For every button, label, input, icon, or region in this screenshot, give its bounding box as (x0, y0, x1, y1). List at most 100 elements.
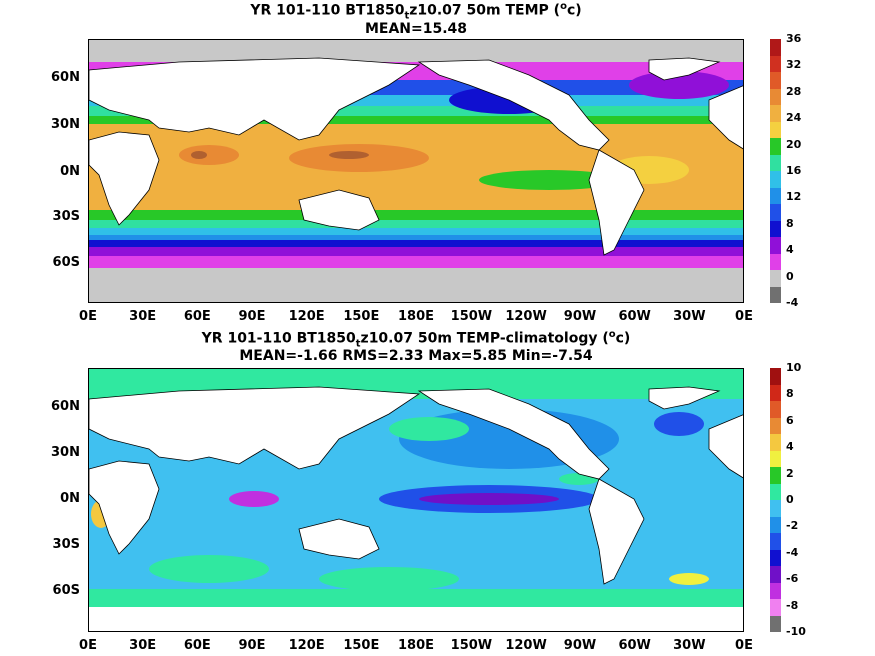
colorbar-label: 8 (786, 387, 794, 401)
bottom-map-subtitle: MEAN=-1.66 RMS=2.33 Max=5.85 Min=-7.54 (239, 348, 593, 364)
colorbar-label: 10 (786, 361, 802, 374)
colorbar-segment (770, 615, 781, 632)
colorbar-segment (770, 401, 781, 418)
colorbar-label: -2 (786, 519, 799, 533)
lat-label: 60S (52, 583, 80, 598)
lon-label: 30E (129, 309, 157, 324)
colorbar-label: 12 (786, 190, 802, 204)
colorbar-segment (770, 450, 781, 467)
lat-label: 60S (52, 255, 80, 270)
lon-label: 0E (735, 309, 753, 324)
colorbar-label: 6 (786, 413, 794, 427)
colorbar-segment (770, 187, 781, 204)
lon-label: 180E (397, 638, 435, 653)
colorbar-label: 24 (786, 111, 802, 125)
colorbar-segment (770, 220, 781, 237)
colorbar-label: 28 (786, 84, 802, 98)
colorbar-segment (770, 105, 781, 122)
colorbar-label: 36 (786, 32, 802, 45)
lon-label: 120W (505, 638, 547, 653)
lat-label: 30S (52, 209, 80, 224)
lon-label: 150W (450, 309, 493, 324)
colorbar-segment (770, 237, 781, 254)
colorbar-segment (770, 516, 781, 533)
lon-label: 90E (238, 638, 266, 653)
colorbar-segment (770, 171, 781, 188)
colorbar-label: -10 (786, 625, 806, 638)
lon-label: 60E (183, 638, 211, 653)
lon-label: 150E (343, 638, 380, 653)
colorbar-segment (770, 88, 781, 105)
lon-label: 90E (238, 309, 266, 324)
lon-label: 30E (129, 638, 157, 653)
colorbar-segment (770, 121, 781, 138)
colorbar-label: -4 (786, 545, 799, 559)
colorbar-segment (770, 566, 781, 583)
lon-label: 150W (450, 638, 493, 653)
top-map-title: YR 101-110 BT1850tz10.07 50m TEMP (oc) (250, 1, 582, 22)
top-temperature-map (89, 40, 743, 302)
colorbar-label: 0 (786, 493, 794, 506)
colorbar-segment (770, 467, 781, 484)
colorbar-segment (770, 138, 781, 155)
colorbar-label: -8 (786, 598, 799, 612)
lon-label: 120E (288, 309, 325, 324)
colorbar-segment (770, 549, 781, 566)
colorbar-segment (770, 55, 781, 72)
colorbar-label: 8 (786, 216, 794, 230)
lat-label: 0N (60, 164, 80, 179)
top-map-panel (88, 39, 744, 303)
colorbar-label: 32 (786, 58, 802, 72)
colorbar-segment (770, 533, 781, 550)
colorbar-label: 16 (786, 164, 802, 177)
colorbar-segment (770, 204, 781, 221)
lon-label: 30W (673, 309, 706, 324)
lon-label: 120W (505, 309, 547, 324)
colorbar-label: -6 (786, 572, 799, 586)
lon-label: 60W (618, 638, 651, 653)
colorbar-label: 2 (786, 466, 794, 480)
top-colorbar (770, 39, 781, 303)
colorbar-segment (770, 384, 781, 401)
colorbar-segment (770, 417, 781, 434)
colorbar-segment (770, 483, 781, 500)
lon-label: 180E (397, 309, 435, 324)
colorbar-label: -4 (786, 296, 799, 309)
lon-label: 90W (563, 309, 597, 324)
continent-outlines (89, 57, 743, 256)
lat-label: 30N (51, 445, 80, 460)
colorbar-segment (770, 582, 781, 599)
colorbar-label: 4 (786, 243, 794, 257)
colorbar-segment (770, 286, 781, 303)
lon-label: 0E (79, 638, 97, 653)
lon-label: 30W (673, 638, 706, 653)
lon-label: 60W (618, 309, 651, 324)
bottom-anomaly-map (89, 369, 743, 631)
colorbar-segment (770, 253, 781, 270)
colorbar-label: 4 (786, 440, 794, 454)
lat-label: 60N (51, 399, 80, 414)
top-map-subtitle: MEAN=15.48 (364, 21, 468, 37)
colorbar-segment (770, 270, 781, 287)
colorbar-segment (770, 500, 781, 517)
lon-label: 60E (183, 309, 211, 324)
colorbar-segment (770, 72, 781, 89)
lat-label: 0N (60, 491, 80, 506)
colorbar-segment (770, 39, 781, 56)
bottom-map-panel (88, 368, 744, 632)
lon-label: 150E (343, 309, 380, 324)
lat-label: 30S (52, 537, 80, 552)
bottom-map-title: YR 101-110 BT1850tz10.07 50m TEMP-climat… (201, 329, 631, 350)
colorbar-label: 0 (786, 269, 794, 283)
lon-label: 120E (288, 638, 325, 653)
colorbar-segment (770, 154, 781, 171)
colorbar-segment (770, 368, 781, 385)
colorbar-segment (770, 434, 781, 451)
lon-label: 90W (563, 638, 597, 653)
lon-label: 0E (79, 309, 97, 324)
lat-label: 30N (51, 117, 80, 132)
colorbar-segment (770, 599, 781, 616)
lon-label: 0E (735, 638, 753, 653)
bottom-colorbar (770, 368, 781, 632)
lat-label: 60N (51, 70, 80, 85)
